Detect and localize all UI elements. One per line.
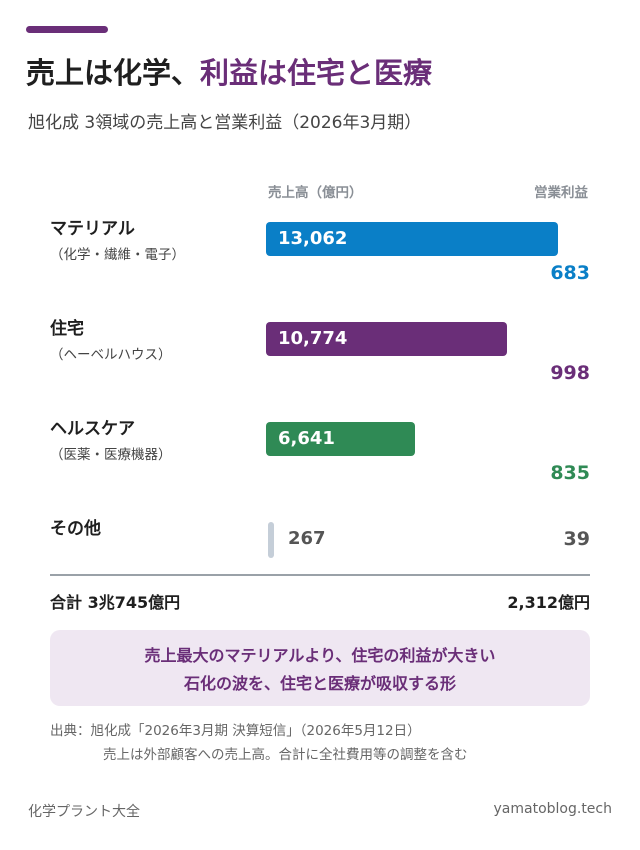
total-profit: 2,312億円 xyxy=(507,593,590,612)
sales-bar-other xyxy=(268,522,274,558)
total-divider xyxy=(50,574,590,576)
sales-label-other: 267 xyxy=(288,528,326,549)
callout-line-1: 売上最大のマテリアルより、住宅の利益が大きい xyxy=(144,646,496,665)
title-part1: 売上は化学、 xyxy=(26,56,201,90)
profit-column-header: 営業利益 xyxy=(534,185,588,201)
callout-line-2: 石化の波を、住宅と医療が吸収する形 xyxy=(183,674,456,693)
segment-sub-healthcare: （医薬・医療機器） xyxy=(50,447,172,463)
accent-bar xyxy=(26,26,108,33)
footer-site: yamatoblog.tech xyxy=(493,801,613,817)
sales-label-housing: 10,774 xyxy=(278,328,348,349)
footer-brand: 化学プラント大全 xyxy=(28,804,140,820)
segment-name-material: マテリアル xyxy=(50,219,135,239)
source-note: 出典：旭化成「2026年3月期 決算短信」（2026年5月12日） xyxy=(50,723,421,739)
total-sales: 合計 3兆745億円 xyxy=(50,593,181,612)
footnote: 売上は外部顧客への売上高。合計に全社費用等の調整を含む xyxy=(103,747,468,763)
profit-label-healthcare: 835 xyxy=(550,462,590,484)
segment-name-other: その他 xyxy=(50,519,101,539)
segment-name-healthcare: ヘルスケア xyxy=(50,419,135,439)
sales-bar-material xyxy=(266,222,558,256)
page-subtitle: 旭化成 3領域の売上高と営業利益（2026年3月期） xyxy=(28,113,422,133)
sales-bar-healthcare xyxy=(266,422,415,456)
sales-label-healthcare: 6,641 xyxy=(278,428,335,449)
sales-column-header: 売上高（億円） xyxy=(268,185,363,201)
page-title: 売上は化学、利益は住宅と医療 xyxy=(26,50,432,92)
segment-name-housing: 住宅 xyxy=(50,319,84,339)
segment-sub-housing: （ヘーベルハウス） xyxy=(50,347,172,363)
title-part2: 利益は住宅と医療 xyxy=(200,56,433,90)
callout-box: 売上最大のマテリアルより、住宅の利益が大きい 石化の波を、住宅と医療が吸収する形 xyxy=(50,630,590,706)
sales-bar-housing xyxy=(266,322,507,356)
profit-label-material: 683 xyxy=(550,262,590,284)
profit-label-other: 39 xyxy=(563,528,590,550)
sales-label-material: 13,062 xyxy=(278,228,348,249)
profit-label-housing: 998 xyxy=(550,362,590,384)
segment-sub-material: （化学・繊維・電子） xyxy=(50,247,185,263)
